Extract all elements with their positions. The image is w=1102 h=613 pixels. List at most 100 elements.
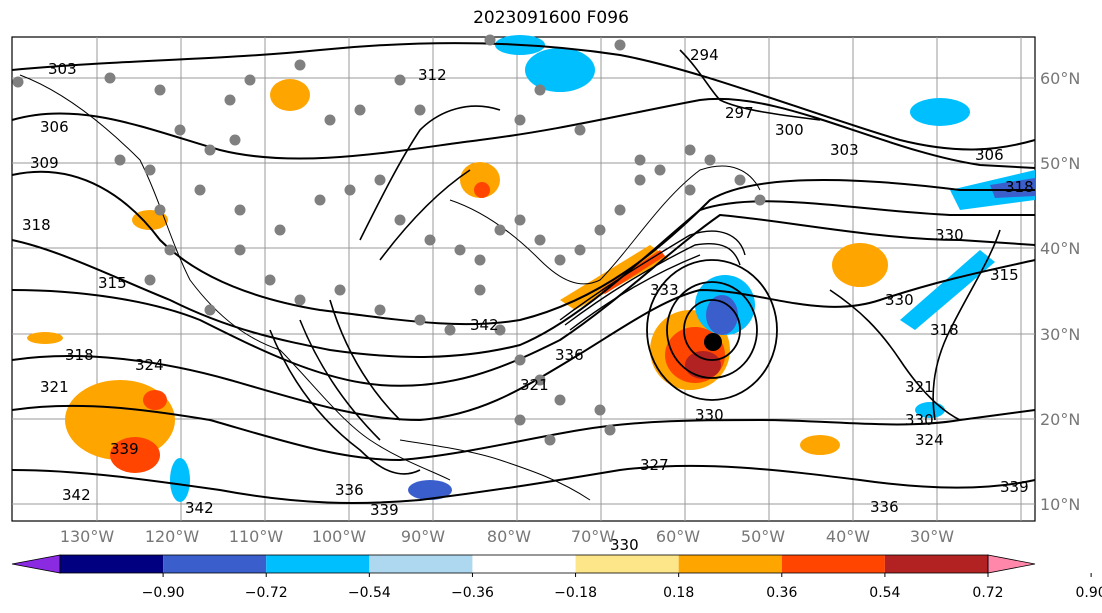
observation-marker (684, 144, 696, 156)
contour-line (559, 230, 746, 321)
observation-marker (594, 224, 606, 236)
observation-marker (324, 114, 336, 126)
observation-marker (614, 204, 626, 216)
observation-marker (234, 204, 246, 216)
contour-line (564, 243, 741, 326)
coastline (19, 74, 451, 481)
longitude-label: 60°W (656, 527, 700, 546)
observation-marker (534, 84, 546, 96)
contour-label: 339 (370, 501, 399, 519)
contour-line (11, 464, 1036, 504)
longitude-label: 100°W (312, 527, 367, 546)
observation-marker (494, 324, 506, 336)
contour-label: 294 (690, 46, 719, 64)
observation-marker (534, 374, 546, 386)
contour-label: 312 (418, 66, 447, 84)
colorbar-tick-labels: −0.90 −0.72 −0.54 −0.36 −0.18 0.18 0.36 0.54 0.7… (142, 573, 1102, 601)
observation-marker (634, 154, 646, 166)
positive-anomaly-area (27, 332, 63, 344)
contour-line (683, 299, 741, 361)
observation-marker (444, 324, 456, 336)
longitude-label: 30°W (910, 527, 954, 546)
contour-label: 300 (775, 121, 804, 139)
observation-marker (514, 414, 526, 426)
negative-anomaly-area (706, 295, 738, 335)
colorbar-tick-label: −0.54 (348, 585, 391, 601)
observation-marker (514, 114, 526, 126)
colorbar-tick-label: −0.36 (451, 585, 494, 601)
colorbar-tick-label: 0.18 (663, 585, 694, 601)
contour-label: 330 (935, 226, 964, 244)
negative-anomaly-area (525, 48, 595, 92)
colorbar (11, 554, 1036, 574)
longitude-label: 80°W (487, 527, 531, 546)
contour-label: 318 (65, 346, 94, 364)
map-title: 2023091600 F096 (473, 8, 629, 28)
longitude-label: 130°W (60, 527, 115, 546)
observation-marker (314, 194, 326, 206)
contour-label: 303 (830, 141, 859, 159)
observation-marker (244, 74, 256, 86)
latitude-label: 50°N (1040, 154, 1080, 173)
observation-marker (754, 194, 766, 206)
observation-marker (334, 284, 346, 296)
positive-anomaly-area (800, 435, 840, 455)
contour-label: 321 (905, 378, 934, 396)
contour-label: 321 (520, 376, 549, 394)
observation-marker (354, 104, 366, 116)
latitude-label: 60°N (1040, 69, 1080, 88)
contour-label: 315 (98, 274, 127, 292)
shaded-field (27, 35, 1035, 502)
negative-anomaly-area (408, 480, 452, 500)
colorbar-tick-label: 0.54 (869, 585, 900, 601)
colorbar-tick-label: 0.90 (1076, 585, 1102, 601)
contour-label: 342 (62, 486, 91, 504)
observation-marker (154, 204, 166, 216)
contour-line (11, 200, 1035, 358)
observation-marker (12, 76, 24, 88)
observation-marker (554, 254, 566, 266)
observation-marker (154, 84, 166, 96)
contour-label: 297 (725, 104, 754, 122)
contour-label: 318 (1005, 178, 1034, 196)
observation-marker (144, 164, 156, 176)
observation-marker (374, 304, 386, 316)
latitude-label: 10°N (1040, 495, 1080, 514)
contour-line (829, 289, 961, 421)
map-panel: 303 306 309 318 315 318 321 324 339 342 336 339 342 3… (11, 34, 1036, 554)
latitude-label: 40°N (1040, 239, 1080, 258)
colorbar-tick-label: 0.72 (972, 585, 1003, 601)
longitude-label: 40°W (826, 527, 870, 546)
longitude-label: 120°W (145, 527, 200, 546)
observation-marker (614, 39, 626, 51)
observation-marker (594, 404, 606, 416)
contour-label: 339 (110, 440, 139, 458)
colorbar-tick-label: 0.36 (766, 585, 797, 601)
contour-line (269, 329, 421, 475)
negative-anomaly-area (915, 402, 945, 418)
observation-marker (234, 244, 246, 256)
positive-anomaly-area (143, 390, 167, 410)
observation-marker (344, 184, 356, 196)
positive-anomaly-area (832, 243, 888, 287)
contour-label: 303 (48, 60, 77, 78)
observation-marker (104, 72, 116, 84)
observation-marker (264, 274, 276, 286)
negative-anomaly-area (990, 178, 1035, 198)
observation-marker (484, 34, 496, 46)
positive-anomaly-area (110, 437, 160, 473)
observation-marker (634, 174, 646, 186)
storm-center-marker (704, 333, 722, 351)
latitude-label: 20°N (1040, 410, 1080, 429)
contour-label: 342 (185, 499, 214, 517)
longitude-label: 110°W (229, 527, 284, 546)
observation-marker (194, 184, 206, 196)
contour-line (329, 299, 401, 421)
colorbar-swatch (60, 555, 164, 573)
contour-label: 315 (990, 266, 1019, 284)
observation-marker (274, 224, 286, 236)
observation-marker (604, 424, 616, 436)
observation-marker (544, 434, 556, 446)
positive-anomaly-area (685, 351, 721, 379)
